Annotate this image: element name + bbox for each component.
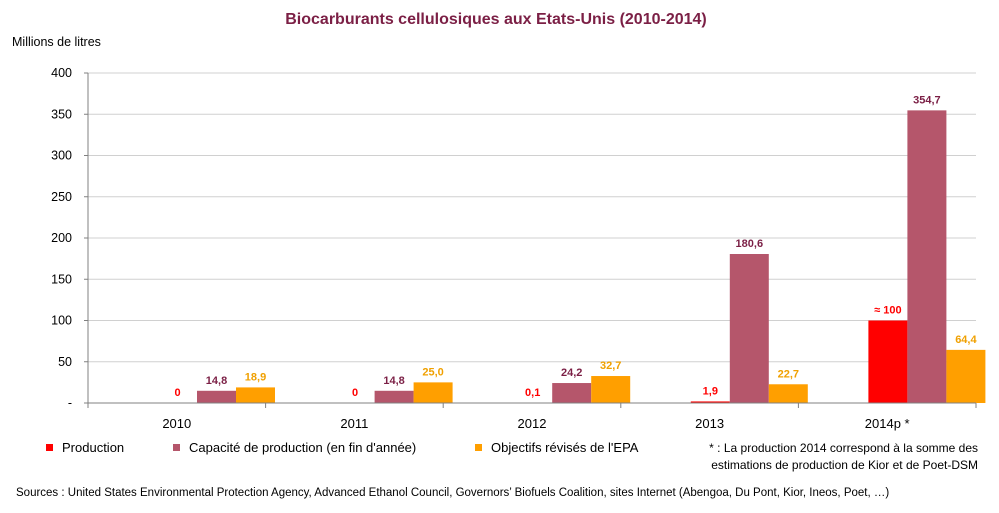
y-tick-label: 400 xyxy=(51,66,72,80)
y-tick-label: - xyxy=(68,396,72,410)
bar xyxy=(413,382,453,403)
data-label: 32,7 xyxy=(600,360,621,372)
bars xyxy=(197,110,986,403)
legend-swatch-production xyxy=(46,444,53,451)
data-label: 180,6 xyxy=(736,238,764,250)
y-tick-label: 300 xyxy=(51,149,72,163)
chart-title: Biocarburants cellulosiques aux Etats-Un… xyxy=(285,11,706,28)
bar xyxy=(768,384,808,403)
data-label: 0 xyxy=(352,387,358,399)
bar xyxy=(374,390,414,403)
bar xyxy=(729,254,769,403)
source-note: Sources : United States Environmental Pr… xyxy=(16,487,889,499)
legend-swatch-capacite xyxy=(173,444,180,451)
bar xyxy=(907,110,947,403)
data-label: 14,8 xyxy=(383,375,404,387)
bar xyxy=(868,320,908,403)
bar xyxy=(690,401,730,403)
data-label: 64,4 xyxy=(955,334,977,346)
data-label: 18,9 xyxy=(245,371,266,383)
legend-label-production: Production xyxy=(62,440,124,455)
data-label: ≈ 100 xyxy=(874,305,901,317)
data-label: 14,8 xyxy=(206,375,227,387)
legend-label-capacite: Capacité de production (en fin d'année) xyxy=(189,440,416,455)
data-label: 354,7 xyxy=(913,94,941,106)
y-tick-label: 350 xyxy=(51,107,72,121)
axes xyxy=(87,73,976,404)
data-labels: 0 14,8 18,9 0 14,8 25,0 0,1 24,2 32,7 1,9 180,6 22,… xyxy=(174,94,977,399)
bar xyxy=(552,383,592,403)
y-axis-ticks: - 50 100 150 200 250 300 350 400 xyxy=(51,66,88,410)
y-tick-label: 50 xyxy=(58,355,72,369)
y-tick-label: 200 xyxy=(51,231,72,245)
y-tick-label: 100 xyxy=(51,314,72,328)
data-label: 1,9 xyxy=(703,385,718,397)
footnote-line-1: * : La production 2014 correspond à la s… xyxy=(709,441,978,455)
y-tick-label: 150 xyxy=(51,272,72,286)
bar xyxy=(591,376,631,403)
bar xyxy=(197,390,236,403)
x-axis-ticks: 2010 2011 2012 2013 2014p * xyxy=(87,403,977,431)
y-axis-label: Millions de litres xyxy=(12,35,101,49)
data-label: 0 xyxy=(174,387,180,399)
bar xyxy=(236,387,275,403)
x-tick-label: 2013 xyxy=(695,416,724,431)
data-label: 24,2 xyxy=(561,367,582,379)
gridlines xyxy=(88,72,976,363)
y-tick-label: 250 xyxy=(51,190,72,204)
x-tick-label: 2010 xyxy=(162,416,191,431)
x-tick-label: 2012 xyxy=(518,416,547,431)
bar xyxy=(946,349,986,403)
x-tick-label: 2011 xyxy=(340,416,368,431)
legend: Production Capacité de production (en fi… xyxy=(46,440,639,455)
legend-label-objectifs: Objectifs révisés de l'EPA xyxy=(491,440,639,455)
data-label: 25,0 xyxy=(422,366,443,378)
legend-swatch-objectifs xyxy=(475,444,482,451)
data-label: 0,1 xyxy=(525,387,540,399)
data-label: 22,7 xyxy=(778,368,799,380)
x-tick-label: 2014p * xyxy=(865,416,910,431)
footnote-line-2: estimations de production de Kior et de … xyxy=(711,458,978,472)
